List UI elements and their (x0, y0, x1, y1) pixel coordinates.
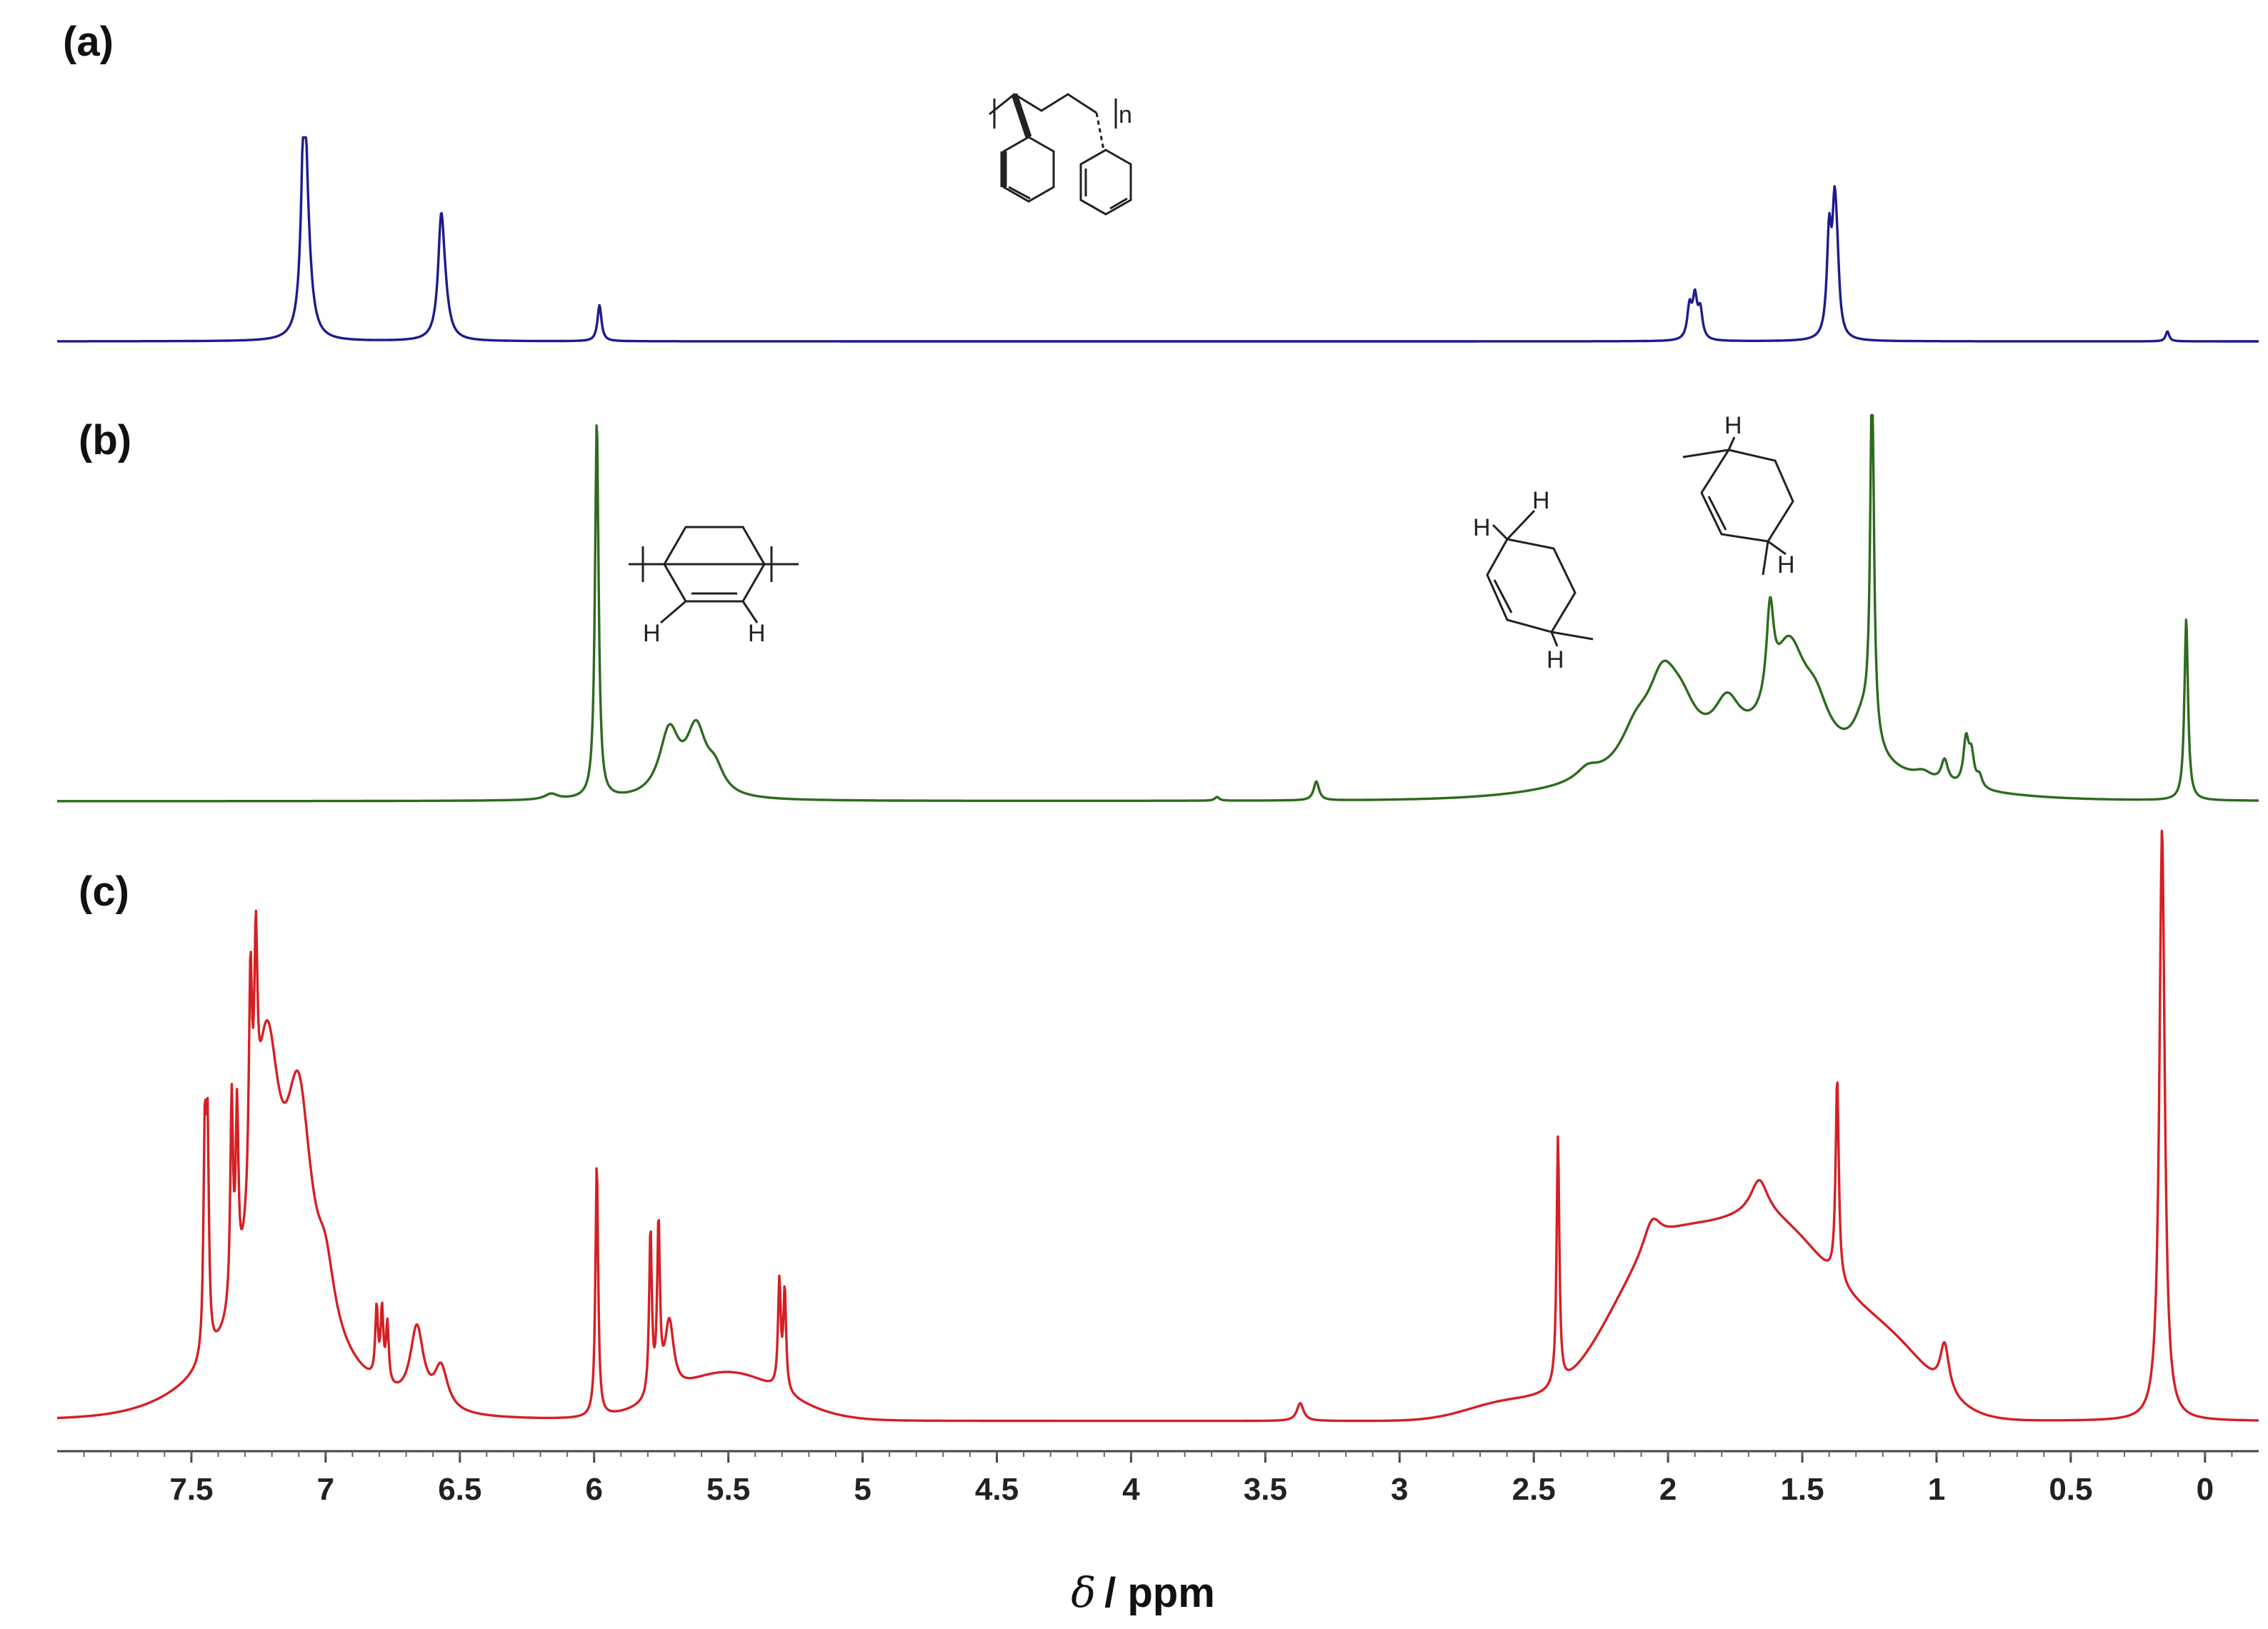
x-tick-label: 4.5 (975, 1472, 1019, 1507)
atom-h-2a: H (1724, 412, 1742, 439)
repeat-index-n: n (1119, 101, 1132, 129)
panel-label-c: (c) (79, 868, 129, 915)
x-axis-ticks: 7.5 7 6.5 6 5.5 5 4.5 4 3.5 3 2.5 2 1.5 1 0.5 0 (83, 1451, 2233, 1507)
x-tick-label: 7 (317, 1472, 334, 1507)
x-tick-label: 5 (854, 1472, 871, 1507)
x-tick-label: 4 (1122, 1472, 1140, 1507)
x-tick-label: 5.5 (706, 1472, 750, 1507)
structure-polystyrene: n (989, 93, 1132, 216)
spectrum-b (56, 413, 2259, 803)
x-tick-label: 3 (1391, 1472, 1408, 1507)
atom-h-1c: H (1547, 646, 1564, 673)
panel-label-a: (a) (63, 19, 114, 65)
structure-cyclohexene-unit: H H (629, 526, 799, 647)
structure-cyclohexenyl-1: H H H (1473, 487, 1594, 673)
x-tick-label: 0.5 (2049, 1472, 2092, 1507)
structure-cyclohexenyl-2: H H (1682, 412, 1795, 578)
atom-h-left: H (643, 620, 661, 647)
atom-h-right: H (748, 620, 766, 647)
x-tick-label: 0 (2197, 1472, 2214, 1507)
x-axis-symbol: δ (1071, 1568, 1096, 1617)
x-tick-label: 7.5 (169, 1472, 213, 1507)
atom-h-1a: H (1473, 514, 1491, 541)
x-tick-label: 2 (1659, 1472, 1677, 1507)
x-tick-label: 3.5 (1244, 1472, 1287, 1507)
x-tick-label: 6 (585, 1472, 602, 1507)
x-tick-label: 6.5 (438, 1472, 481, 1507)
x-tick-label: 1 (1928, 1472, 1945, 1507)
x-axis-unit: / ppm (1104, 1570, 1215, 1616)
spectrum-c (56, 829, 2259, 1423)
x-tick-label: 2.5 (1512, 1472, 1556, 1507)
atom-h-1b: H (1532, 487, 1550, 514)
panel-label-b: (b) (79, 417, 131, 463)
spectrum-a (56, 136, 2259, 343)
x-axis-title: δ / ppm (1071, 1568, 1215, 1617)
x-tick-label: 1.5 (1780, 1472, 1824, 1507)
atom-h-2b: H (1777, 551, 1795, 578)
